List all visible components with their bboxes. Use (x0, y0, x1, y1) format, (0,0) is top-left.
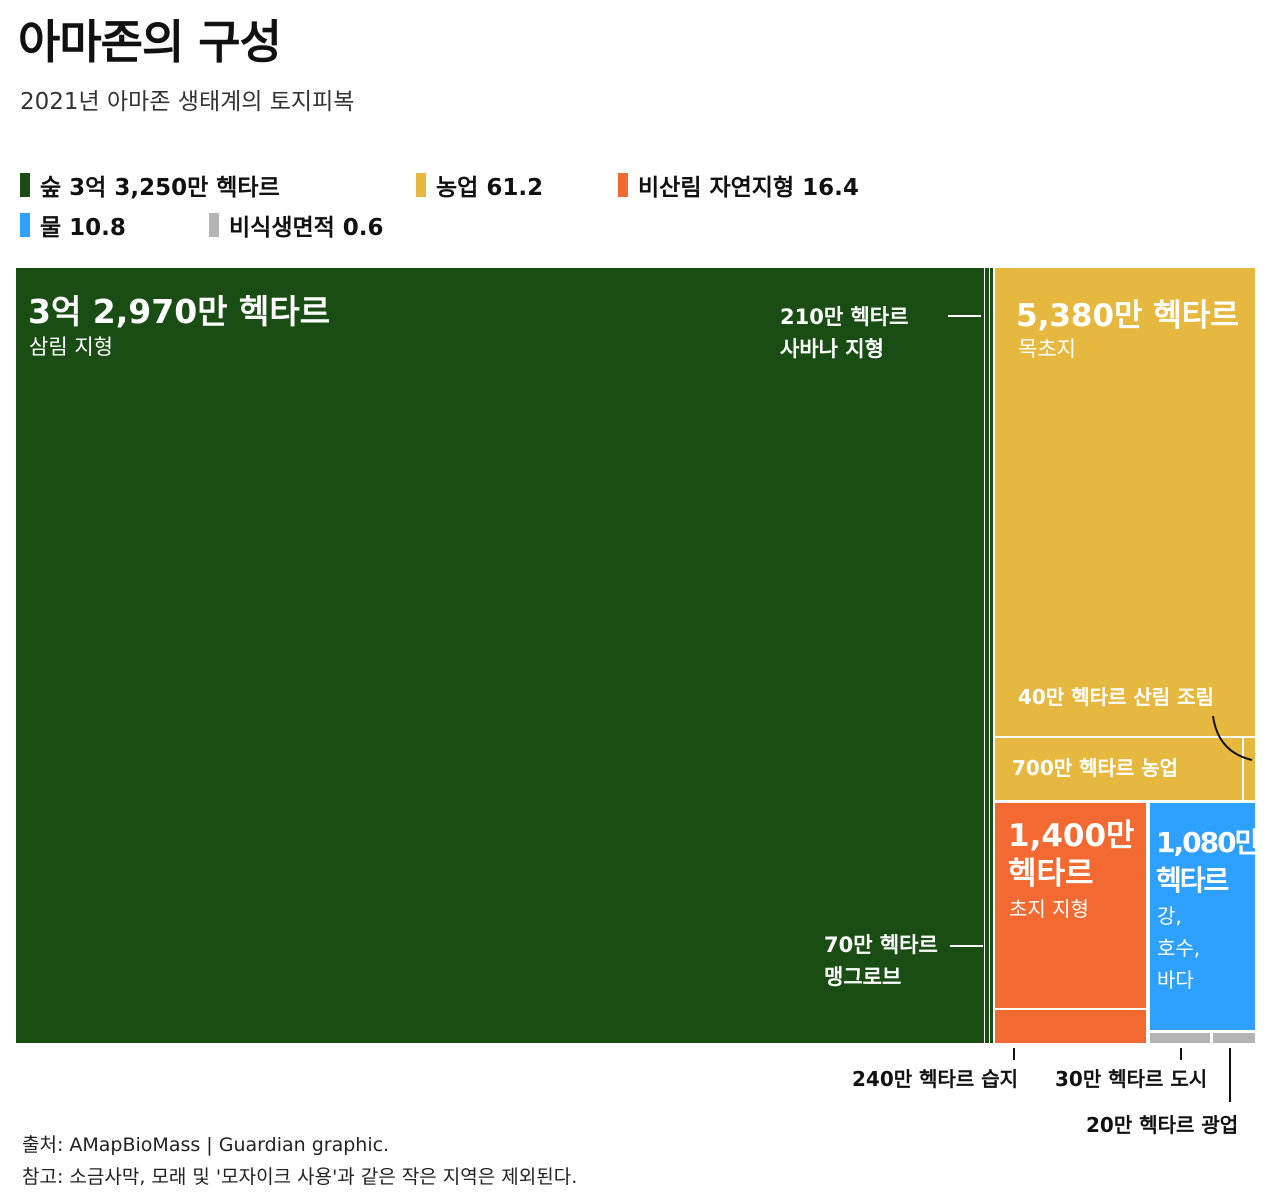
water-value-1: 1,080만 (1156, 826, 1261, 859)
treemap-cell-urban (1150, 1033, 1210, 1043)
water-value-2: 헥타르 (1156, 864, 1229, 897)
treemap-cell-plantation (1244, 738, 1255, 800)
legend-item-water: 물 10.8 (20, 208, 126, 242)
treemap-cell-wetland (995, 1010, 1146, 1043)
water-label-3: 바다 (1157, 968, 1194, 992)
legend-label-water: 물 10.8 (40, 215, 126, 241)
treemap-cell-savanna (985, 268, 989, 1043)
legend-item-non-vegetated: 비식생면적 0.6 (209, 208, 384, 242)
legend-item-non-forest: 비산림 자연지형 16.4 (618, 168, 859, 202)
agriculture-label: 700만 헥타르 농업 (1012, 756, 1178, 780)
legend-swatch-water (20, 213, 30, 237)
forest-main-value: 3억 2,970만 헥타르 (28, 292, 330, 331)
source-note: 출처: AMapBioMass | Guardian graphic. (22, 1134, 390, 1156)
legend-swatch-non-vegetated (209, 213, 219, 237)
footnote: 참고: 소금사막, 모래 및 '모자이크 사용'과 같은 작은 지역은 제외된다… (22, 1166, 578, 1188)
wetland-label: 240만 헥타르 습지 (852, 1067, 1018, 1091)
treemap-cell-forest-main (16, 268, 984, 1043)
pasture-value: 5,380만 헥타르 (1016, 298, 1239, 334)
treemap-cell-mining (1213, 1033, 1255, 1043)
mangrove-value: 70만 헥타르 (824, 933, 938, 957)
legend-swatch-non-forest (618, 173, 628, 197)
treemap-cell-pasture (995, 268, 1255, 736)
legend-label-non-forest: 비산림 자연지형 16.4 (638, 175, 859, 201)
grassland-value-1: 1,400만 (1008, 818, 1135, 854)
water-label-2: 호수, (1157, 936, 1200, 960)
chart-title: 아마존의 구성 (18, 15, 282, 69)
mining-label: 20만 헥타르 광업 (1086, 1113, 1238, 1137)
savanna-value: 210만 헥타르 (780, 305, 908, 329)
legend-swatch-forest (20, 173, 30, 197)
forest-main-label: 삼림 지형 (29, 335, 113, 359)
legend-swatch-agriculture (416, 173, 426, 197)
legend-label-forest: 숲 3억 3,250만 헥타르 (40, 175, 280, 201)
legend-label-non-vegetated: 비식생면적 0.6 (229, 215, 384, 241)
treemap-cell-water (1150, 803, 1255, 1030)
urban-label: 30만 헥타르 도시 (1055, 1067, 1207, 1091)
treemap-cell-agriculture (995, 738, 1242, 800)
grassland-value-2: 헥타르 (1008, 856, 1094, 892)
legend-item-forest: 숲 3억 3,250만 헥타르 (20, 168, 280, 202)
mangrove-label: 맹그로브 (824, 965, 901, 989)
legend-label-agriculture: 농업 61.2 (436, 175, 544, 201)
pasture-label: 목초지 (1018, 337, 1076, 361)
water-label-1: 강, (1157, 904, 1182, 928)
savanna-label: 사바나 지형 (780, 337, 884, 361)
chart-subtitle: 2021년 아마존 생태계의 토지피복 (20, 89, 355, 115)
plantation-leader-line (1212, 715, 1253, 761)
grassland-label: 초지 지형 (1009, 897, 1089, 921)
plantation-label: 40만 헥타르 산림 조림 (1018, 685, 1214, 709)
treemap-cell-grassland (995, 803, 1146, 1008)
legend-item-agriculture: 농업 61.2 (416, 168, 543, 202)
treemap-cell-mangrove (990, 268, 993, 1043)
